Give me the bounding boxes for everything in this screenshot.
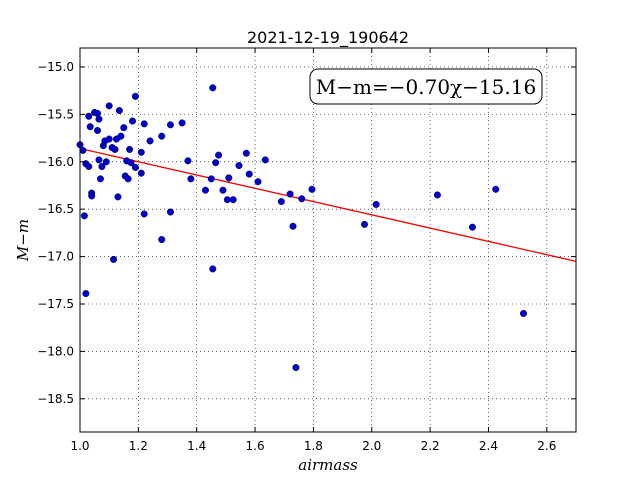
data-point xyxy=(219,186,227,194)
y-axis-ticks: −15.0 −15.5 −16.0 −16.5 −17.0 −17.5 −18.0 −18.5 xyxy=(37,60,576,406)
chart-title: 2021-12-19_190642 xyxy=(247,28,409,48)
x-tick-label: 2.6 xyxy=(537,439,556,453)
fit-line-layer xyxy=(79,147,577,262)
data-point xyxy=(492,185,500,193)
data-point xyxy=(111,145,119,153)
data-point xyxy=(86,123,94,131)
data-point xyxy=(114,193,122,201)
data-point xyxy=(124,175,132,183)
data-point xyxy=(115,107,123,115)
data-point xyxy=(137,148,145,156)
data-point xyxy=(85,163,93,171)
data-point xyxy=(433,191,441,199)
data-point xyxy=(105,102,113,110)
data-point xyxy=(372,200,380,208)
y-tick-label: −17.0 xyxy=(37,250,74,264)
y-tick-label: −16.0 xyxy=(37,155,74,169)
data-point xyxy=(137,169,145,177)
plot-area xyxy=(80,48,576,432)
data-point xyxy=(187,175,195,183)
data-point xyxy=(201,186,209,194)
x-axis-label: airmass xyxy=(298,456,358,474)
data-point xyxy=(140,210,148,218)
data-point xyxy=(82,290,90,298)
data-point xyxy=(131,92,139,100)
data-point xyxy=(360,220,368,228)
plot-frame xyxy=(79,47,577,433)
x-tick-label: 1.8 xyxy=(304,439,323,453)
data-point xyxy=(140,120,148,128)
gridlines xyxy=(79,48,576,432)
fit-equation: M−m=−0.70χ−15.16 xyxy=(316,75,536,99)
data-point xyxy=(209,84,217,92)
data-point xyxy=(146,137,154,145)
data-point xyxy=(298,195,306,203)
data-point xyxy=(215,151,223,159)
data-point xyxy=(209,265,217,273)
data-point xyxy=(95,156,103,164)
data-point xyxy=(207,175,215,183)
data-point xyxy=(212,159,220,167)
data-point xyxy=(95,115,103,123)
data-point xyxy=(131,163,139,171)
x-tick-label: 2.2 xyxy=(421,439,440,453)
data-point xyxy=(80,212,88,220)
fit-legend-box xyxy=(309,68,543,105)
data-point xyxy=(289,222,297,230)
data-point xyxy=(277,198,285,206)
y-axis-label: M−m xyxy=(14,219,32,262)
y-tick-label: −16.5 xyxy=(37,202,74,216)
x-axis-ticks: 1.0 1.2 1.4 1.6 1.8 2.0 2.2 2.4 2.6 xyxy=(70,48,556,453)
data-point xyxy=(158,236,166,244)
data-point xyxy=(308,185,316,193)
data-point xyxy=(79,146,87,154)
x-tick-label: 1.2 xyxy=(129,439,148,453)
x-tick-label: 1.6 xyxy=(246,439,265,453)
data-point xyxy=(88,192,96,200)
data-point xyxy=(166,121,174,129)
data-point xyxy=(254,178,262,186)
data-point xyxy=(166,208,174,216)
y-tick-label: −15.5 xyxy=(37,107,74,121)
data-point xyxy=(110,255,118,263)
data-point xyxy=(286,190,294,198)
data-point xyxy=(85,112,93,120)
x-tick-label: 2.4 xyxy=(479,439,498,453)
data-point xyxy=(223,196,231,204)
data-point xyxy=(127,159,135,167)
data-point xyxy=(519,309,527,317)
data-point xyxy=(178,119,186,127)
data-point xyxy=(292,364,300,372)
fit-legend: M−m=−0.70χ−15.16 xyxy=(309,68,543,105)
data-point xyxy=(94,126,102,134)
y-tick-label: −18.5 xyxy=(37,392,74,406)
data-point xyxy=(242,149,250,157)
data-point xyxy=(225,174,233,182)
data-point xyxy=(126,145,134,153)
data-point xyxy=(229,196,237,204)
data-point xyxy=(184,157,192,165)
x-tick-label: 1.4 xyxy=(187,439,206,453)
data-point xyxy=(105,135,113,143)
fit-line xyxy=(79,147,577,262)
y-tick-label: −17.5 xyxy=(37,297,74,311)
data-point xyxy=(468,223,476,231)
data-points xyxy=(76,84,527,372)
y-tick-label: −18.0 xyxy=(37,344,74,358)
data-point xyxy=(117,132,125,140)
data-point xyxy=(120,124,128,132)
data-point xyxy=(235,162,243,170)
data-point xyxy=(98,163,106,171)
data-point xyxy=(245,170,253,178)
y-tick-label: −15.0 xyxy=(37,60,74,74)
x-tick-label: 1.0 xyxy=(70,439,89,453)
data-point xyxy=(102,158,110,166)
data-point xyxy=(261,156,269,164)
data-point xyxy=(158,132,166,140)
data-point xyxy=(129,117,137,125)
data-point xyxy=(96,175,104,183)
x-tick-label: 2.0 xyxy=(362,439,381,453)
